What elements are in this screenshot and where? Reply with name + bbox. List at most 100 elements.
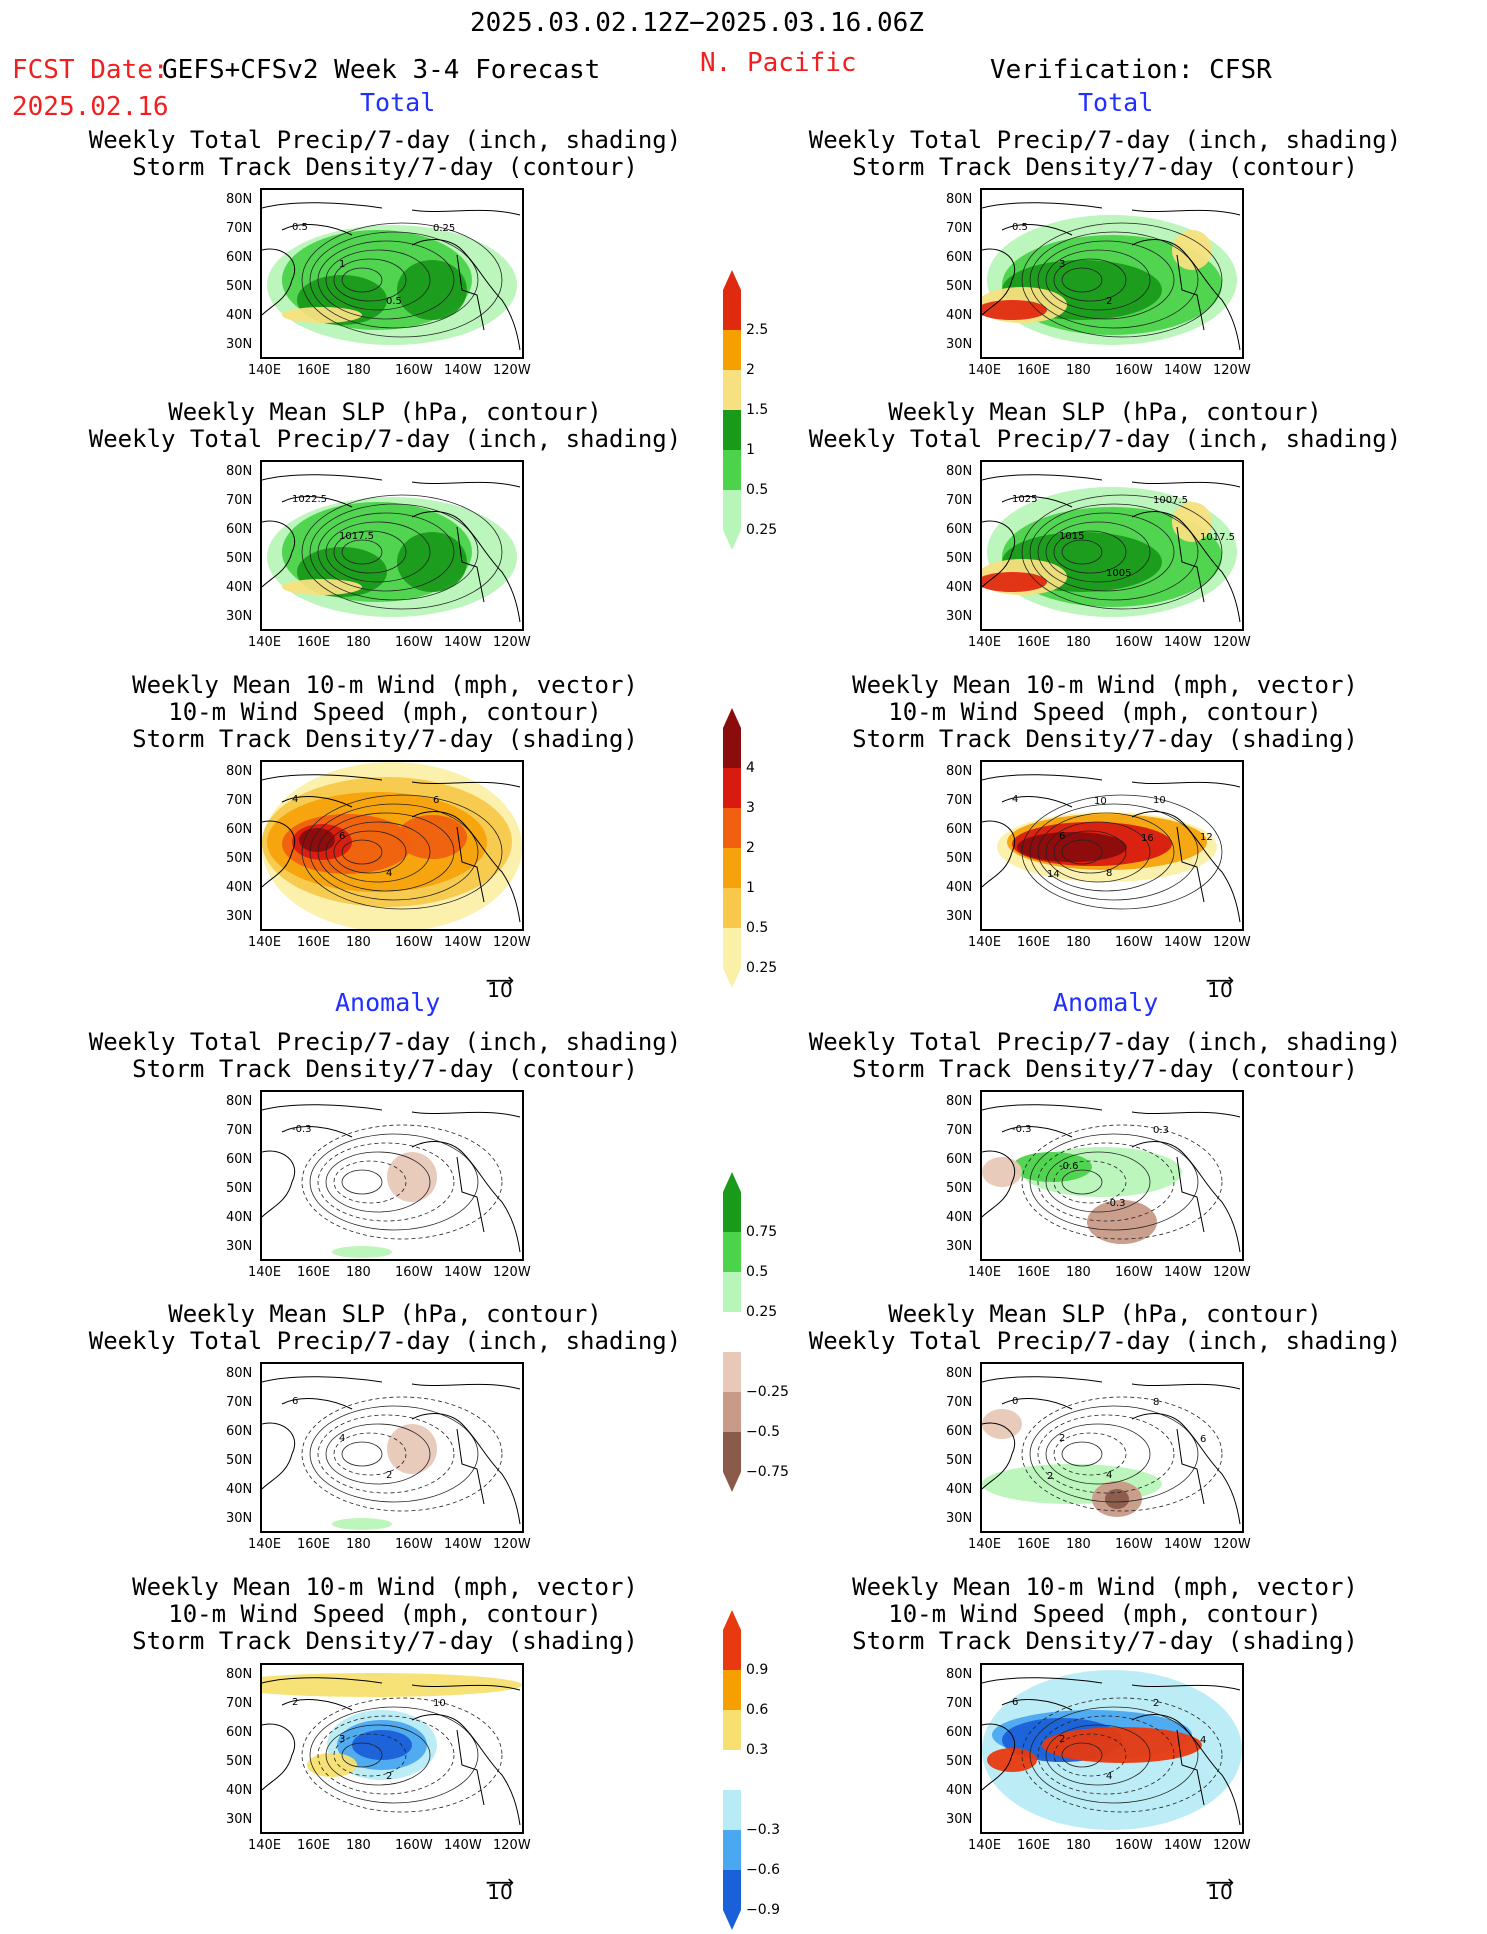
x-tick-label: 160W [1115, 363, 1153, 378]
y-tick-label: 50N [946, 1754, 973, 1769]
contour-label: 10 [433, 1698, 446, 1709]
x-tick-label: 160E [1017, 1537, 1051, 1552]
colorbar-label: 0.5 [746, 482, 769, 498]
contour-label: 1015 [1059, 531, 1084, 542]
contour-label: -0.6 [1059, 1161, 1079, 1172]
contour-label: 1017.5 [339, 531, 374, 542]
colorbar-label: 3 [746, 800, 755, 816]
coastline [456, 254, 485, 331]
y-tick-label: 30N [946, 1511, 973, 1526]
title-fcst-anom-precip: Weekly Total Precip/7-day (inch, shading… [88, 1028, 682, 1083]
map-svg: 4 6 4 6 [262, 762, 522, 929]
shade-region [332, 1246, 392, 1258]
coastline [262, 1376, 383, 1383]
coastline [1001, 1699, 1073, 1711]
fcst-date: 2025.02.16 [12, 92, 169, 122]
contour-label: 3 [1059, 259, 1065, 270]
map-svg: 6 2 4 2 4 [982, 1670, 1242, 1830]
y-tick-label: 70N [946, 1123, 973, 1138]
x-tick-label: 180 [346, 635, 371, 650]
y-tick-label: 70N [946, 493, 973, 508]
section-anomaly-right: Anomaly [1053, 988, 1159, 1017]
shade-region [982, 1409, 1022, 1439]
x-tick-label: 120W [1213, 935, 1251, 950]
contour-label: 2 [386, 1771, 392, 1782]
map-ver-anom-slp-precip: 0 2 4 8 6 2 [980, 1362, 1244, 1533]
x-tick-label: 180 [1066, 935, 1091, 950]
map-ver-total-slp-precip: 1025 1015 1005 1007.5 1017.5 [980, 460, 1244, 631]
coastline [1131, 1111, 1241, 1118]
coastline [1176, 254, 1205, 331]
shade-region [982, 300, 1047, 320]
y-tick-label: 40N [226, 308, 253, 323]
y-tick-label: 30N [226, 337, 253, 352]
colorbar-swatch [723, 1232, 741, 1272]
y-tick-label: 40N [946, 1210, 973, 1225]
colorbar-swatch [723, 848, 741, 888]
x-tick-label: 140W [444, 1265, 482, 1280]
contour-line [301, 222, 503, 338]
contour-label: 6 [292, 1396, 298, 1407]
x-tick-label: 160W [1115, 935, 1153, 950]
y-tick-label: 60N [226, 1725, 253, 1740]
x-tick-label: 140W [1164, 1838, 1202, 1853]
coastline [281, 796, 353, 808]
colorbar-cap [723, 708, 741, 728]
map-svg: 4 6 8 10 12 14 10 16 [982, 774, 1241, 923]
colorbar-label: −0.6 [746, 1862, 780, 1878]
x-tick-label: 120W [493, 1537, 531, 1552]
contour-line [333, 530, 407, 574]
map-fcst-anom-slp-precip: 6 4 2 [260, 1362, 524, 1533]
x-tick-label: 180 [1066, 635, 1091, 650]
coastline [1131, 511, 1241, 623]
shade-region [307, 1753, 357, 1777]
contour-line [1037, 512, 1175, 592]
coastline [1176, 1729, 1205, 1806]
y-tick-label: 30N [946, 609, 973, 624]
colorbar-label: −0.3 [746, 1822, 780, 1838]
contour-line [1037, 240, 1175, 320]
y-tick-label: 80N [226, 464, 253, 479]
contour-line [1045, 1724, 1151, 1786]
coastline [262, 202, 383, 209]
x-tick-label: 140E [248, 935, 282, 950]
shade-region [982, 1157, 1022, 1187]
contour-line [1021, 222, 1223, 338]
contour-label: 10 [1153, 795, 1166, 806]
colorbar-swatch [723, 450, 741, 490]
arrow-right-icon: ⟶ [1205, 968, 1235, 992]
contour-label: 6 [433, 795, 439, 806]
contour-label: -0.3 [1106, 1198, 1126, 1209]
shade-region [262, 1673, 522, 1697]
x-tick-label: 120W [1213, 1838, 1251, 1853]
y-tick-label: 50N [226, 1181, 253, 1196]
shade-region [397, 815, 467, 859]
y-tick-label: 40N [226, 880, 253, 895]
colorbar-swatch [723, 330, 741, 370]
contour-label: 2 [1153, 1698, 1159, 1709]
coastline [1001, 496, 1073, 508]
title-ver-anom-slp: Weekly Mean SLP (hPa, contour) Weekly To… [808, 1300, 1402, 1355]
contour-label: 1025 [1012, 494, 1037, 505]
x-tick-label: 180 [1066, 1265, 1091, 1280]
y-tick-label: 40N [946, 1482, 973, 1497]
coastline [262, 1422, 296, 1490]
x-tick-label: 160E [297, 1265, 331, 1280]
x-tick-label: 140E [968, 363, 1002, 378]
contour-line [309, 503, 479, 601]
y-tick-label: 50N [946, 551, 973, 566]
colorbar-svg [723, 270, 741, 550]
y-tick-label: 60N [946, 1424, 973, 1439]
shade-region [282, 307, 362, 323]
coastline [1131, 481, 1241, 488]
colorbar-label: 2.5 [746, 322, 769, 338]
x-tick-label: 120W [1213, 1537, 1251, 1552]
colorbar-cap [723, 1472, 741, 1492]
x-tick-label: 160W [1115, 1265, 1153, 1280]
colorbar-cap [723, 1610, 741, 1630]
contour-label: 1007.5 [1153, 495, 1188, 506]
coastline [262, 1104, 383, 1111]
shade-region [1172, 502, 1212, 542]
colorbar-label: 1 [746, 880, 755, 896]
contour-line [301, 1396, 503, 1512]
